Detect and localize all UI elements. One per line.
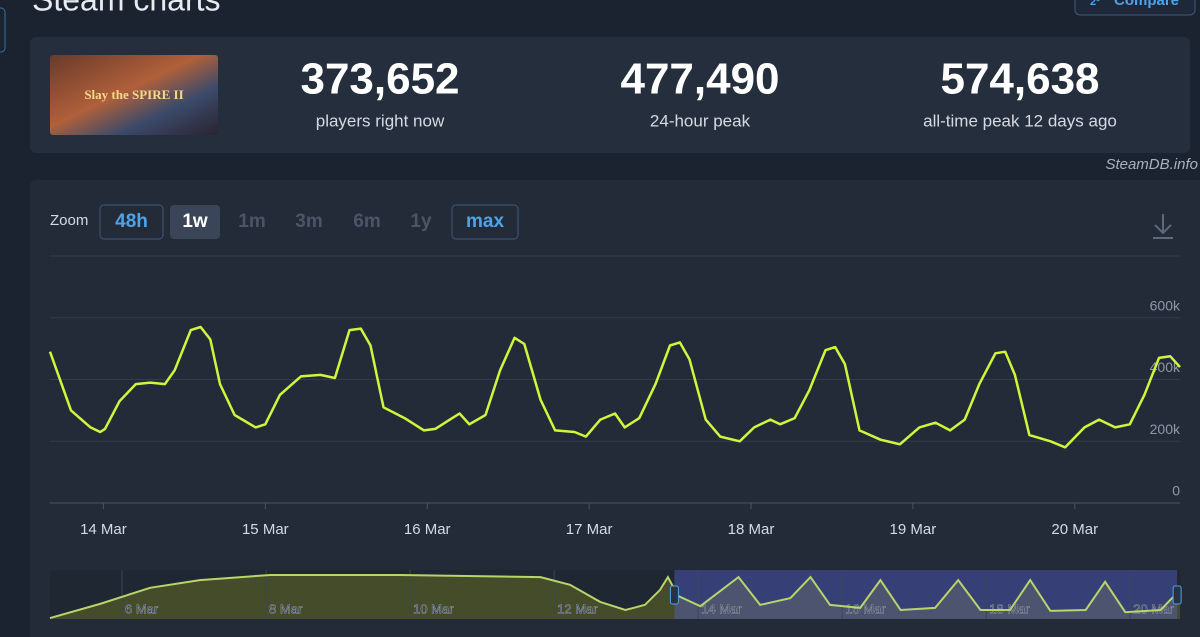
download-glyph [1153,214,1173,239]
stat-value: 574,638 [940,55,1099,104]
y-tick-label: 0 [1172,483,1180,499]
zoom-button: 6m [353,211,380,232]
navigator-line [49,574,1181,620]
zoom-label: Zoom [50,212,88,229]
y-tick-label: 600k [1150,297,1181,313]
navigator-area [50,575,1180,619]
zoom-button-border [451,204,519,240]
zoom-button-label: 1m [238,211,265,232]
x-tick-label: 18 Mar [728,521,775,538]
x-tick-label: 16 Mar [404,521,451,538]
navigator-tick-label: 12 Mar [557,601,598,616]
game-image[interactable] [50,55,218,135]
zoom-button-label: 1w [182,211,208,232]
download-icon[interactable] [1153,214,1173,239]
x-tick-label: 14 Mar [80,521,127,538]
x-tick-label: 20 Mar [1051,521,1098,538]
navigator-tick-label: 20 Mar [1133,601,1174,616]
navigator-tick-label: 10 Mar [413,601,454,616]
zoom-button: 3m [295,211,322,232]
zoom-button-label: 1y [410,211,432,232]
zoom-button-bg [170,205,220,239]
compare-icon: 2³ [1090,0,1100,8]
zoom-button: 1y [410,211,432,232]
stat-value: 373,652 [300,55,459,104]
navigator-tick-label: 16 Mar [845,601,886,616]
zoom-button[interactable]: 1w [170,205,220,239]
navigator-tick-label: 14 Mar [701,601,742,616]
game-image-text: Slay the SPIRE II [84,87,183,102]
source-label: SteamDB.info [1105,156,1198,173]
stats-card [30,37,1190,153]
zoom-button[interactable]: max [451,204,519,240]
zoom-button: 1m [238,211,265,232]
x-tick-label: 15 Mar [242,521,289,538]
side-tab[interactable] [0,7,6,53]
zoom-button-border [99,204,164,240]
zoom-button-label: 48h [115,211,148,232]
page-title: Steam charts [32,0,221,17]
navigator-handle[interactable] [669,585,679,605]
stat-label: all-time peak 12 days ago [923,111,1117,130]
stat-value: 477,490 [620,55,779,104]
zoom-button-label: 6m [353,211,380,232]
navigator-tick-label: 8 Mar [269,601,303,616]
navigator-tick-label: 6 Mar [125,601,159,616]
chart-card [30,180,1200,637]
compare-label: Compare [1114,0,1179,9]
zoom-button-label: max [466,211,504,232]
zoom-button[interactable]: 48h [99,204,164,240]
x-tick-label: 19 Mar [890,521,937,538]
data-line [48,325,1181,449]
x-tick-label: 17 Mar [566,521,613,538]
compare-button[interactable] [1074,0,1196,16]
navigator-handle[interactable] [1172,585,1182,605]
stat-label: 24-hour peak [650,111,751,130]
zoom-button-label: 3m [295,211,322,232]
y-tick-label: 200k [1150,421,1181,437]
stat-label: players right now [316,111,445,130]
navigator-selection [674,570,1178,619]
